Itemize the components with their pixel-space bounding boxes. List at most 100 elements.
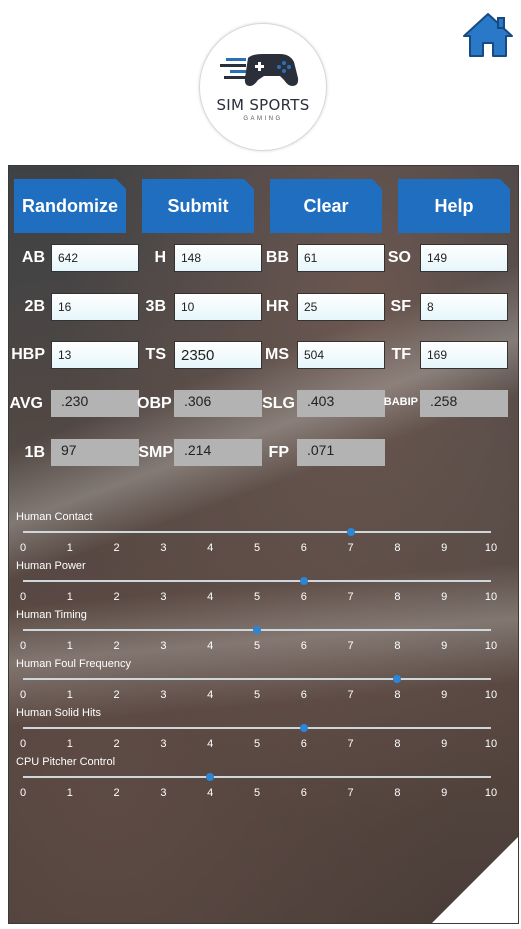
slider-label: Human Solid Hits — [16, 707, 101, 719]
slider-tick-label: 3 — [160, 787, 167, 799]
slider-track[interactable] — [23, 528, 491, 536]
slider-tick-label: 6 — [300, 738, 307, 750]
smp-output: .214 — [174, 439, 262, 466]
slider-tick-label: 7 — [347, 787, 354, 799]
slider-tick-label: 9 — [441, 787, 448, 799]
avg-output: .230 — [51, 390, 139, 417]
slider-tick-label: 0 — [19, 640, 27, 652]
slider-thumb[interactable] — [393, 675, 402, 683]
slider-tick-label: 6 — [300, 640, 307, 652]
slider-tick-label: 9 — [441, 542, 448, 554]
slider-track[interactable] — [23, 773, 491, 781]
slider-tick-label: 10 — [484, 542, 498, 554]
slider-track[interactable] — [23, 577, 491, 585]
slider-tick-label: 2 — [113, 689, 120, 701]
slider-thumb[interactable] — [299, 724, 308, 732]
h-input[interactable] — [174, 244, 262, 272]
slider-tick-label: 1 — [66, 591, 73, 603]
slider-thumb[interactable] — [206, 773, 215, 781]
slg-output: .403 — [297, 390, 385, 417]
ts-label: TS — [145, 346, 166, 363]
bb-label: BB — [265, 249, 289, 266]
sf-label: SF — [390, 298, 411, 315]
bb-input[interactable] — [297, 244, 385, 272]
slider-thumb[interactable] — [346, 528, 355, 536]
slider-thumb[interactable] — [253, 626, 261, 634]
slider-tick-label: 9 — [441, 591, 448, 603]
help-button[interactable]: Help — [398, 179, 510, 233]
brand-logo: SIM SPORTS GAMING — [199, 23, 327, 151]
1b-label: 1B — [24, 444, 45, 461]
slider-label: Human Power — [16, 560, 86, 572]
slider-tick-label: 8 — [394, 689, 401, 701]
slider-tick-label: 5 — [253, 738, 261, 750]
2b-input[interactable] — [51, 293, 139, 321]
randomize-button[interactable]: Randomize — [14, 179, 126, 233]
slider-tick-label: 1 — [66, 689, 73, 701]
slider-tick-label: 9 — [441, 738, 448, 750]
hbp-label: HBP — [11, 346, 45, 363]
slider-tick-label: 6 — [300, 591, 307, 603]
slider-tick-label: 4 — [207, 591, 214, 603]
submit-button[interactable]: Submit — [142, 179, 254, 233]
slg-label: SLG — [262, 395, 295, 412]
slider-tick-label: 8 — [394, 542, 401, 554]
slider-tick-label: 3 — [160, 591, 167, 603]
slider-tick-label: 1 — [66, 640, 73, 652]
slider-tick-label: 8 — [394, 640, 401, 652]
slider-tick-label: 5 — [253, 542, 261, 554]
slider-tick-label: 2 — [113, 738, 120, 750]
slider-tick-label: 7 — [347, 689, 354, 701]
slider-track[interactable] — [23, 626, 491, 634]
slider-tick-label: 4 — [207, 787, 214, 799]
slider-tick-label: 6 — [300, 787, 307, 799]
slider-tick-label: 7 — [347, 542, 354, 554]
home-icon — [463, 13, 513, 57]
gamepad-icon — [220, 54, 299, 86]
slider-tick-label: 8 — [394, 591, 401, 603]
slider-tick-label: 10 — [484, 738, 498, 750]
slider-tick-label: 1 — [66, 787, 73, 799]
slider-label: Human Timing — [16, 609, 87, 621]
slider-track[interactable] — [23, 724, 491, 732]
slider-tick-label: 10 — [484, 591, 498, 603]
sf-input[interactable] — [420, 293, 508, 321]
smp-label: SMP — [138, 444, 173, 461]
slider-thumb[interactable] — [299, 577, 308, 585]
slider-tick-label: 8 — [394, 787, 401, 799]
ms-label: MS — [265, 346, 289, 363]
hr-input[interactable] — [297, 293, 385, 321]
slider-tick-label: 2 — [113, 640, 120, 652]
calculator-panel: Randomize Submit Clear Help AB H BB SO 2… — [8, 165, 519, 924]
so-input[interactable] — [420, 244, 508, 272]
slider-tick-label: 4 — [207, 738, 214, 750]
3b-input[interactable] — [174, 293, 262, 321]
slider-tick-label: 4 — [207, 689, 214, 701]
slider-tick-label: 5 — [253, 640, 261, 652]
2b-label: 2B — [24, 298, 45, 315]
slider-tick-label: 7 — [347, 640, 354, 652]
fp-output: .071 — [297, 439, 385, 466]
slider-tick-label: 0 — [19, 591, 27, 603]
slider-tick-label: 4 — [207, 542, 214, 554]
1b-output: 97 — [51, 439, 139, 466]
fp-label: FP — [268, 444, 289, 461]
ts-input[interactable] — [174, 341, 262, 369]
ab-input[interactable] — [51, 244, 139, 272]
slider-tick-label: 9 — [441, 640, 448, 652]
slider-track[interactable] — [23, 675, 491, 683]
tf-input[interactable] — [420, 341, 508, 369]
slider-tick-label: 2 — [113, 542, 120, 554]
slider-tick-label: 1 — [66, 542, 73, 554]
slider-tick-label: 5 — [253, 689, 261, 701]
ms-input[interactable] — [297, 341, 385, 369]
home-button[interactable] — [462, 12, 514, 58]
clear-button[interactable]: Clear — [270, 179, 382, 233]
hbp-input[interactable] — [51, 341, 139, 369]
slider-tick-label: 2 — [113, 591, 120, 603]
slider-tick-label: 6 — [300, 542, 307, 554]
slider-tick-label: 3 — [160, 738, 167, 750]
page-curl — [432, 837, 518, 923]
babip-output: .258 — [420, 390, 508, 417]
tf-label: TF — [391, 346, 411, 363]
